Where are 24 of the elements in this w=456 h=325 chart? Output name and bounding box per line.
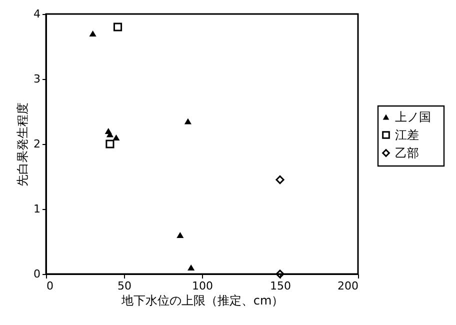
x-tick-label: 50 [118, 280, 132, 292]
point [184, 118, 192, 124]
y-tick-label: 3 [34, 72, 40, 86]
y-tick-label: 4 [34, 8, 40, 20]
x-tick-label: 200 [338, 280, 358, 292]
legend-label: 江差 [395, 128, 419, 142]
legend-label: 上ノ国 [395, 110, 431, 124]
point [188, 264, 195, 271]
y-tick-label: 2 [34, 138, 40, 150]
x-tick-label: 100 [192, 280, 213, 292]
x-tick-label: 0 [46, 280, 54, 292]
point [276, 175, 284, 184]
point [89, 30, 96, 37]
x-axis-title: 地下水位の上限（推定、cm） [120, 294, 284, 308]
point [106, 131, 114, 138]
y-tick-label: 0 [34, 268, 40, 280]
point [106, 140, 114, 148]
x-tick-label: 150 [270, 280, 291, 292]
y-axis-title: 先白果発生程度 [16, 102, 30, 186]
y-tick-label: 1 [34, 202, 40, 216]
point [176, 232, 184, 238]
point [112, 134, 120, 141]
legend-label: 乙部 [395, 146, 419, 160]
point [113, 22, 122, 32]
